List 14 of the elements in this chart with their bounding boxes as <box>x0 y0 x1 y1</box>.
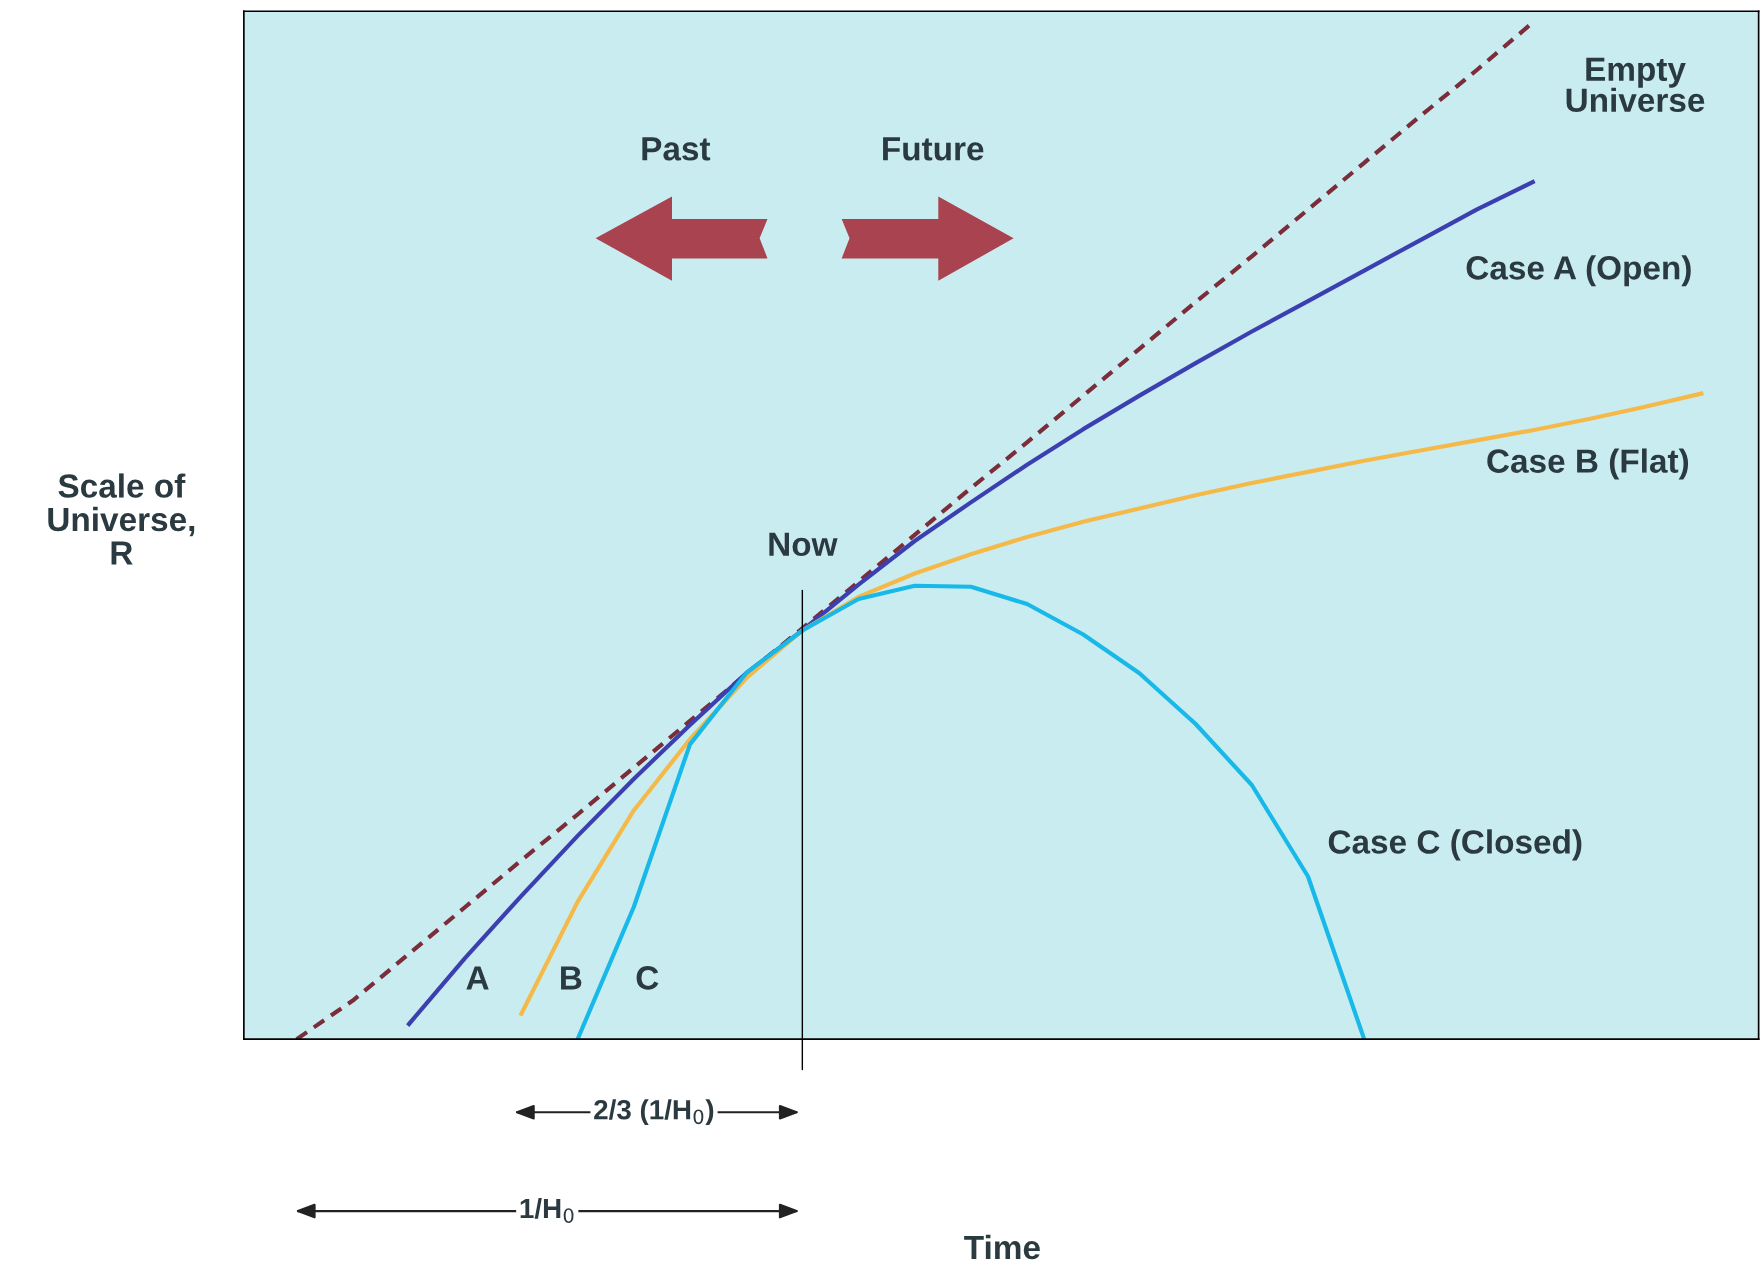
annotation: A <box>466 966 489 990</box>
y-axis-title: Scale of Universe, R <box>48 473 195 565</box>
series-label: Case B (Flat) <box>1487 448 1689 480</box>
annotation: Past <box>642 137 711 161</box>
annotation: Now <box>769 532 838 557</box>
series-label: Empty Universe <box>1566 57 1705 113</box>
series-label: Case C (Closed) <box>1328 829 1582 861</box>
text: 1/H$_{0}$ <box>520 1197 574 1223</box>
text: 2/3 (1/H$_{0}$) <box>594 1099 714 1126</box>
annotation: B <box>561 966 582 990</box>
annotation: Future <box>883 137 984 161</box>
annotation: C <box>636 966 659 990</box>
series-label: Case A (Open) <box>1466 255 1691 287</box>
text: Time <box>964 1234 1040 1260</box>
